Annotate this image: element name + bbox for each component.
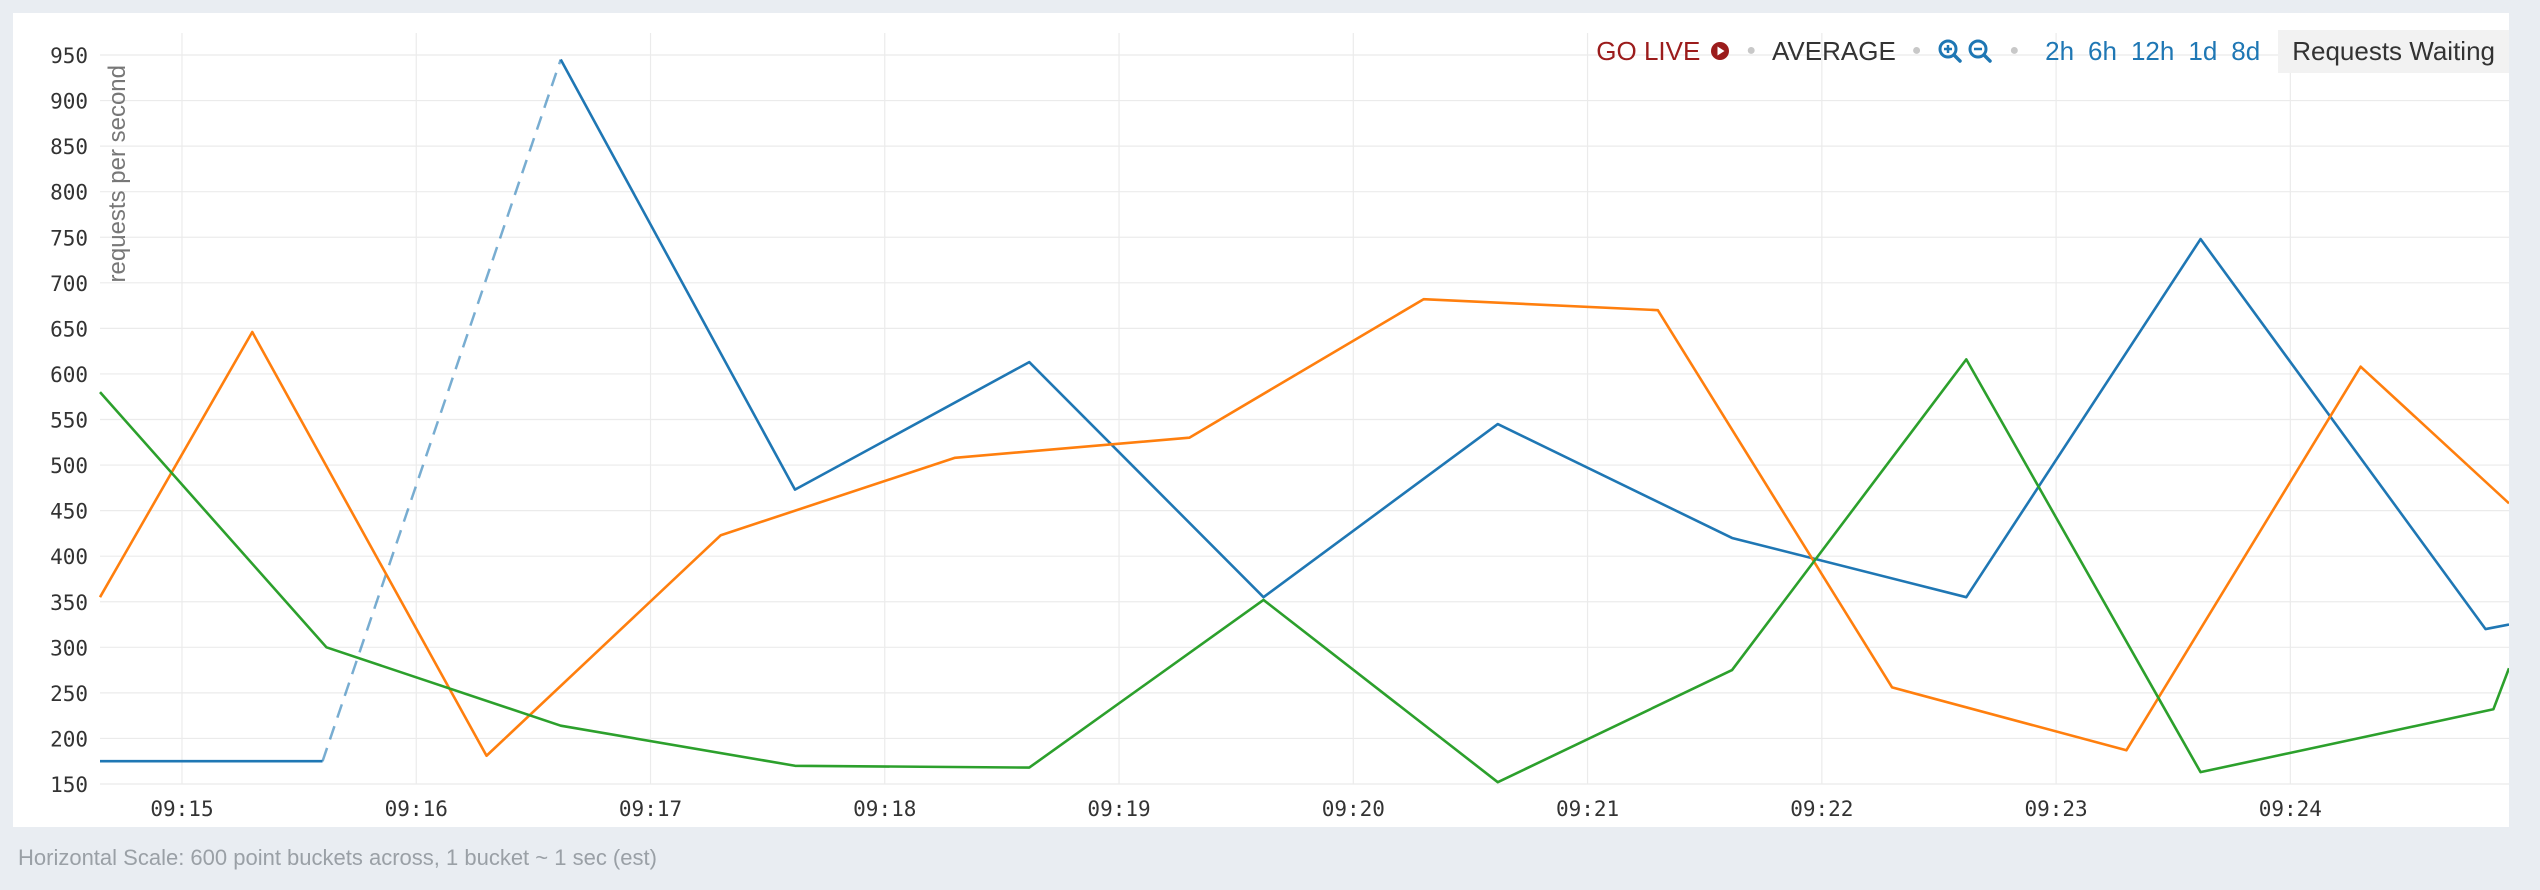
x-tick-label: 09:16	[385, 797, 448, 821]
y-tick-label: 450	[50, 500, 88, 524]
time-range-selector: 2h 6h 12h 1d 8d	[2045, 36, 2260, 67]
y-tick-label: 950	[50, 44, 88, 68]
y-tick-label: 750	[50, 226, 88, 250]
y-tick-label: 600	[50, 363, 88, 387]
y-tick-label: 500	[50, 454, 88, 478]
series-3-line	[99, 358, 2509, 784]
play-circle-icon	[1711, 42, 1730, 60]
chart-panel: 150 200 250 300 350 400 450 500 550 600 650 700 750 8…	[13, 13, 2509, 827]
line-chart: 150 200 250 300 350 400 450 500 550 600 650 700 750 8…	[50, 33, 2509, 821]
y-tick-label: 800	[50, 181, 88, 205]
zoom-out-icon[interactable]	[1967, 38, 1993, 64]
x-tick-label: 09:24	[2259, 797, 2322, 821]
x-tick-label: 09:23	[2024, 797, 2087, 821]
horizontal-scale-note: Horizontal Scale: 600 point buckets acro…	[18, 845, 657, 870]
y-tick-label: 900	[50, 90, 88, 114]
go-live-label: GO LIVE	[1596, 35, 1701, 66]
go-live-button[interactable]: GO LIVE	[1596, 36, 1730, 67]
metric-selector[interactable]: Requests Waiting	[2278, 29, 2509, 73]
chart-toolbar: GO LIVE ● AVERAGE ● ● 2h	[1596, 29, 2509, 73]
x-tick-label: 09:21	[1556, 797, 1619, 821]
y-tick-label: 250	[50, 682, 88, 706]
range-1d-button[interactable]: 1d	[2188, 35, 2218, 66]
series-1-line	[100, 58, 2509, 763]
toolbar-separator: ●	[1746, 42, 1756, 59]
average-button[interactable]: AVERAGE	[1772, 35, 1896, 66]
zoom-in-icon[interactable]	[1937, 38, 1963, 64]
y-tick-label: 550	[50, 409, 88, 433]
range-12h-button[interactable]: 12h	[2130, 35, 2175, 66]
x-tick-label: 09:20	[1322, 797, 1385, 821]
y-axis-label: requests per second	[104, 65, 131, 282]
series-2-line	[98, 297, 2509, 758]
y-tick-label: 200	[50, 727, 88, 751]
x-tick-label: 09:18	[853, 797, 916, 821]
y-tick-label: 400	[50, 545, 88, 569]
series-1-gap-segment	[321, 59, 562, 762]
range-6h-button[interactable]: 6h	[2088, 35, 2117, 66]
y-tick-label: 150	[50, 773, 88, 797]
y-tick-label: 700	[50, 272, 88, 296]
toolbar-separator: ●	[1911, 42, 1922, 59]
range-8d-button[interactable]: 8d	[2231, 35, 2261, 66]
x-tick-label: 09:15	[150, 797, 213, 821]
x-tick-label: 09:19	[1087, 797, 1150, 821]
y-tick-label: 300	[50, 636, 88, 660]
toolbar-separator: ●	[2009, 42, 2020, 59]
y-tick-label: 650	[50, 317, 88, 341]
range-2h-button[interactable]: 2h	[2045, 35, 2075, 66]
x-tick-label: 09:17	[619, 797, 682, 821]
y-tick-label: 850	[50, 135, 88, 159]
x-tick-label: 09:22	[1790, 797, 1853, 821]
y-tick-label: 350	[50, 591, 88, 615]
